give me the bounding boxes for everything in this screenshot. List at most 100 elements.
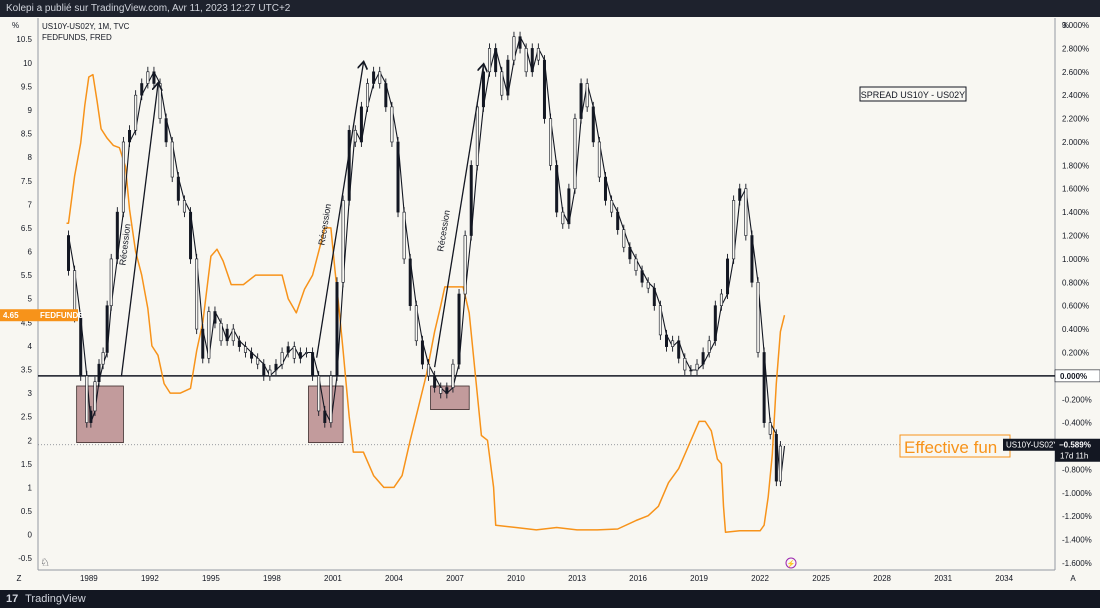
spread-candle-body bbox=[408, 258, 412, 306]
spread-candle-body bbox=[707, 340, 711, 353]
spread-candle-body bbox=[79, 317, 83, 377]
spread-candle-body bbox=[89, 410, 93, 423]
right-tick-label: 0.800% bbox=[1062, 278, 1089, 287]
spread-candle-body bbox=[341, 200, 345, 283]
tradingview-logo-icon: 17 bbox=[6, 593, 19, 605]
spread-candle-body bbox=[323, 410, 327, 423]
right-tick-label: 2.800% bbox=[1062, 44, 1089, 53]
right-tick-label: 1.600% bbox=[1062, 185, 1089, 194]
right-tick-label: 1.800% bbox=[1062, 161, 1089, 170]
recession-zone bbox=[430, 385, 470, 410]
dino-icon: ♘ bbox=[40, 557, 50, 569]
right-tick-label: 1.200% bbox=[1062, 232, 1089, 241]
zero-badge bbox=[1054, 369, 1100, 383]
recession-arrow bbox=[433, 65, 484, 368]
left-tick-label: 4 bbox=[28, 342, 33, 351]
spread-candle-body bbox=[689, 369, 693, 372]
right-tick-label: -0.800% bbox=[1062, 465, 1092, 474]
left-tick-label: 1 bbox=[28, 483, 33, 492]
spread-candle-body bbox=[603, 176, 607, 201]
left-axis-panel[interactable] bbox=[0, 17, 38, 590]
x-tick-label: 2007 bbox=[446, 574, 464, 583]
left-tick-label: 10.5 bbox=[16, 35, 32, 44]
spread-candle-body bbox=[262, 363, 266, 377]
spread-candle-body bbox=[219, 322, 223, 342]
x-tick-label: 2016 bbox=[629, 574, 647, 583]
footer-brand[interactable]: TradingView bbox=[25, 593, 86, 605]
right-tick-label: 2.000% bbox=[1062, 138, 1089, 147]
spread-annotation-box[interactable] bbox=[859, 86, 967, 102]
spread-candle-body bbox=[121, 141, 125, 213]
spread-candle-body bbox=[396, 141, 400, 213]
spread-candle-body bbox=[616, 211, 620, 230]
spread-name-badge bbox=[1003, 438, 1055, 451]
fedfunds-line[interactable] bbox=[66, 73, 786, 534]
spread-candle-body bbox=[640, 270, 644, 283]
spread-candle-body bbox=[384, 83, 388, 108]
spread-candle-body bbox=[105, 305, 109, 353]
spread-value-badge bbox=[1055, 438, 1100, 462]
spread-candle-body bbox=[671, 340, 675, 347]
spread-annotation-text: SPREAD US10Y - US02Y bbox=[861, 90, 965, 100]
zero-badge-value: 0.000% bbox=[1060, 372, 1087, 381]
legend-line-1: US10Y-US02Y, 1M, TVC bbox=[42, 22, 130, 31]
spread-candle-body bbox=[317, 375, 321, 412]
spread-candle-body bbox=[646, 282, 650, 289]
spread-candle-body bbox=[189, 211, 193, 260]
x-tick-label: 2001 bbox=[324, 574, 342, 583]
spread-candle-body bbox=[439, 387, 443, 394]
right-tick-label: -1.200% bbox=[1062, 512, 1092, 521]
spread-candle-body bbox=[67, 235, 71, 271]
spread-candle-body bbox=[128, 129, 132, 143]
spread-candle-body bbox=[158, 83, 162, 119]
timezone-button[interactable]: Z bbox=[17, 574, 22, 583]
x-tick-label: 2034 bbox=[995, 574, 1013, 583]
spread-candle-body bbox=[372, 71, 376, 84]
spread-candle-body bbox=[506, 59, 510, 96]
spread-candle-body bbox=[585, 83, 589, 108]
spread-candle-body bbox=[335, 282, 339, 377]
left-tick-label: -0.5 bbox=[18, 554, 32, 563]
spread-candle-body bbox=[378, 71, 382, 84]
left-tick-label: 7.5 bbox=[21, 177, 33, 186]
left-tick-label: 3 bbox=[28, 389, 33, 398]
spread-candle-body bbox=[744, 188, 748, 236]
spread-candle-body bbox=[402, 211, 406, 260]
right-axis-panel[interactable] bbox=[1055, 17, 1100, 590]
spread-candle-body bbox=[164, 118, 168, 143]
spread-candle-body bbox=[182, 200, 186, 213]
spread-candle-body bbox=[726, 258, 730, 295]
spread-candle-body bbox=[445, 387, 449, 394]
spread-candle-body bbox=[683, 358, 687, 371]
spread-candle-body bbox=[536, 48, 540, 61]
right-tick-label: -1.000% bbox=[1062, 489, 1092, 498]
fedfunds-badge-value: 4.65 bbox=[3, 311, 19, 320]
auto-scale-button[interactable]: A bbox=[1070, 574, 1076, 583]
spread-candle-body bbox=[280, 352, 284, 365]
lightning-event-icon[interactable] bbox=[785, 557, 797, 569]
spread-candle-body bbox=[463, 235, 467, 295]
spread-candle-body bbox=[634, 258, 638, 271]
spread-candle-body bbox=[243, 346, 247, 353]
right-tick-label: -1.400% bbox=[1062, 536, 1092, 545]
spread-candle-body bbox=[494, 48, 498, 73]
spread-candle-body bbox=[97, 363, 101, 383]
spread-candle-body bbox=[292, 346, 296, 359]
spread-candle-body bbox=[719, 293, 723, 306]
right-tick-label: 1.000% bbox=[1062, 255, 1089, 264]
spread-candle-body bbox=[695, 363, 699, 371]
left-tick-label: 9.5 bbox=[21, 82, 33, 91]
spread-candle-body bbox=[134, 94, 138, 131]
fedfunds-badge bbox=[0, 309, 78, 322]
spread-candle-body bbox=[170, 141, 174, 178]
spread-candle-body bbox=[329, 375, 333, 423]
spread-candle-body bbox=[93, 381, 97, 412]
left-tick-label: 0 bbox=[28, 531, 33, 540]
x-tick-label: 2010 bbox=[507, 574, 525, 583]
right-tick-label: -1.600% bbox=[1062, 559, 1092, 568]
spread-candle-body bbox=[768, 422, 772, 435]
spread-candle-body bbox=[427, 363, 431, 377]
recession-arrow bbox=[120, 84, 158, 377]
legend-line-2: FEDFUNDS, FRED bbox=[42, 33, 112, 42]
